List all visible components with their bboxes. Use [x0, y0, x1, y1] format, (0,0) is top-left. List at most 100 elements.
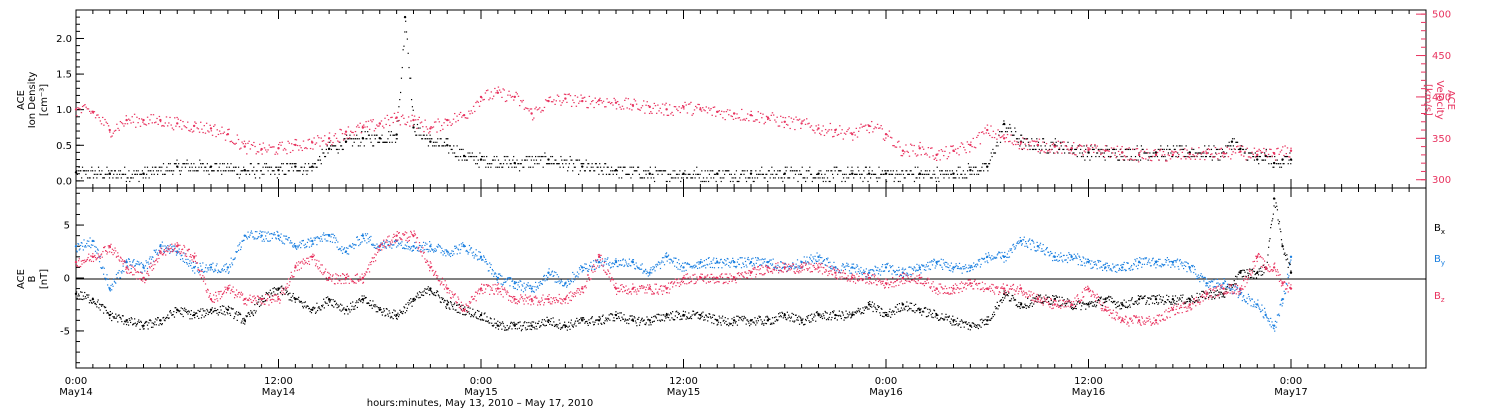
bx-point — [140, 321, 142, 323]
bx-point — [934, 316, 936, 318]
velocity-point — [196, 127, 198, 129]
density-point — [1186, 155, 1188, 158]
bx-point — [116, 315, 118, 317]
density-point — [388, 131, 390, 133]
velocity-point — [598, 103, 600, 106]
velocity-point — [637, 108, 639, 110]
velocity-point-anchor — [344, 130, 348, 133]
bx-point — [1228, 284, 1231, 286]
bx-point — [426, 292, 428, 294]
density-point — [655, 170, 657, 172]
bx-point — [655, 316, 657, 318]
bx-point — [651, 321, 653, 323]
velocity-point — [961, 143, 964, 145]
density-point — [704, 170, 706, 172]
density-point — [810, 173, 813, 175]
velocity-tick-label: 300 — [1432, 175, 1451, 186]
b-axis-ticks: -505 — [60, 192, 84, 364]
bx-point — [1116, 305, 1119, 308]
bx-point — [1147, 297, 1149, 299]
velocity-point — [1167, 154, 1169, 156]
velocity-point — [772, 114, 775, 116]
bx-point — [567, 326, 569, 328]
by-point — [96, 252, 98, 254]
velocity-point — [217, 133, 220, 136]
density-point — [1170, 152, 1172, 154]
velocity-point-anchor — [800, 122, 803, 125]
bx-point — [740, 319, 743, 321]
bx-point — [1038, 295, 1040, 297]
velocity-point — [756, 119, 758, 121]
bx-point — [1033, 303, 1035, 305]
density-point — [136, 173, 138, 175]
density-point — [130, 177, 132, 179]
bx-point — [168, 317, 170, 319]
bx-point — [474, 313, 476, 315]
bx-point — [963, 326, 965, 328]
density-point — [725, 170, 727, 172]
velocity-point — [793, 118, 795, 120]
density-point — [99, 173, 101, 175]
bx-point — [1103, 302, 1105, 304]
bx-point — [1116, 302, 1118, 304]
density-point — [209, 166, 211, 168]
velocity-point — [574, 95, 576, 97]
bx-point — [1244, 271, 1246, 273]
bx-point — [84, 291, 86, 294]
bx-point — [505, 329, 507, 331]
density-point — [714, 173, 716, 175]
density-point — [1181, 145, 1183, 147]
velocity-point — [870, 120, 873, 123]
density-point — [145, 177, 147, 179]
bx-point — [937, 319, 940, 321]
bx-point — [1056, 296, 1058, 298]
density-point — [263, 173, 265, 175]
bx-point-anchor — [294, 297, 297, 301]
by-point — [116, 277, 118, 279]
velocity-point — [321, 140, 324, 142]
density-point — [1199, 152, 1202, 154]
by-point — [93, 240, 95, 242]
velocity-point — [168, 122, 170, 124]
density-point — [562, 163, 564, 165]
velocity-point — [586, 106, 588, 109]
density-point — [552, 163, 554, 165]
density-point — [1220, 152, 1223, 154]
velocity-point — [736, 113, 738, 115]
velocity-point — [550, 101, 553, 103]
velocity-point — [878, 127, 880, 129]
bx-point — [354, 305, 356, 307]
velocity-point — [1135, 148, 1137, 150]
density-point — [1265, 148, 1267, 151]
density-point — [623, 166, 625, 168]
density-point — [105, 173, 107, 175]
density-point — [927, 173, 929, 175]
density-point — [334, 145, 336, 147]
density-point — [1006, 131, 1008, 133]
velocity-point — [1107, 150, 1109, 152]
bx-point — [1156, 295, 1158, 297]
density-point — [621, 170, 624, 172]
density-point — [1080, 155, 1083, 158]
bx-point — [530, 322, 532, 324]
velocity-point — [387, 119, 390, 121]
bx-point — [803, 323, 805, 326]
density-point — [1215, 148, 1218, 151]
density-point — [947, 173, 949, 175]
velocity-point — [1241, 145, 1244, 148]
bx-point — [697, 317, 699, 319]
bx-point — [1009, 299, 1011, 302]
velocity-point — [201, 128, 203, 130]
bx-point — [774, 320, 776, 322]
density-point — [557, 163, 559, 165]
velocity-point-anchor — [108, 128, 111, 132]
bx-point — [732, 324, 734, 327]
bx-point — [958, 323, 961, 325]
bx-point — [1081, 302, 1083, 304]
bx-point — [571, 324, 573, 326]
density-point — [674, 170, 676, 172]
density-point — [1234, 148, 1236, 151]
bx-point — [306, 305, 309, 307]
bx-point — [204, 310, 206, 312]
velocity-point — [1048, 149, 1050, 151]
